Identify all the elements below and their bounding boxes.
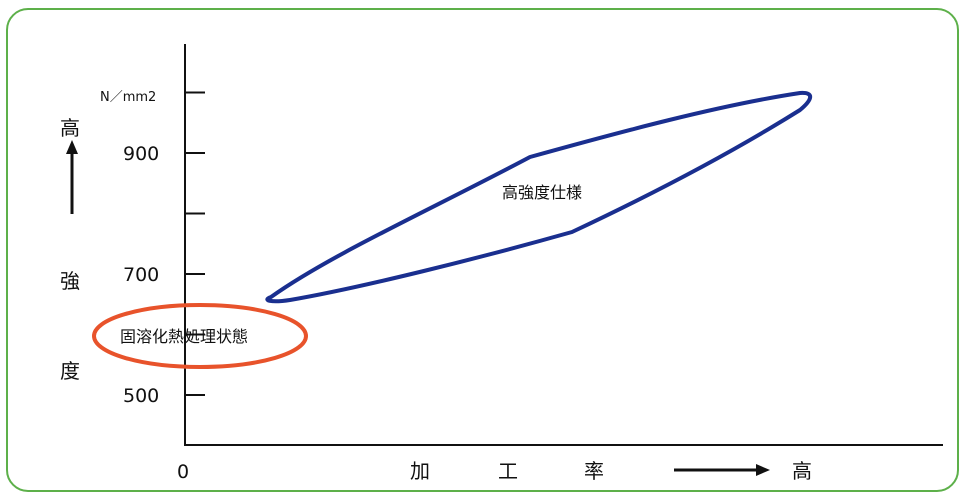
- y-tick-label: 500: [123, 385, 159, 407]
- y-label-up-arrow-icon: [66, 140, 78, 214]
- high-strength-region-label: 高強度仕様: [502, 183, 582, 202]
- y-label-char-high: 高: [60, 116, 80, 140]
- y-tick-label: 700: [123, 264, 159, 286]
- x-label-char-1: 加: [410, 459, 430, 483]
- high-strength-region: [265, 90, 813, 304]
- x-label-char-3: 率: [584, 459, 604, 483]
- solution-treatment-region: [92, 303, 308, 369]
- y-label-char-strength: 強: [60, 269, 80, 293]
- y-ticks: 500 700 900: [123, 91, 205, 407]
- y-unit-label: N／mm2: [100, 90, 156, 105]
- x-label-char-2: 工: [498, 459, 518, 483]
- x-arrow-end-label: 高: [792, 459, 812, 483]
- y-label-char-degree: 度: [60, 359, 80, 383]
- y-tick-label: 900: [123, 143, 159, 165]
- x-right-arrow-icon: [674, 464, 770, 476]
- solution-treatment-region-label: 固溶化熱処理状態: [120, 327, 248, 346]
- chart-frame: [6, 8, 959, 492]
- x-origin-label: 0: [177, 461, 189, 483]
